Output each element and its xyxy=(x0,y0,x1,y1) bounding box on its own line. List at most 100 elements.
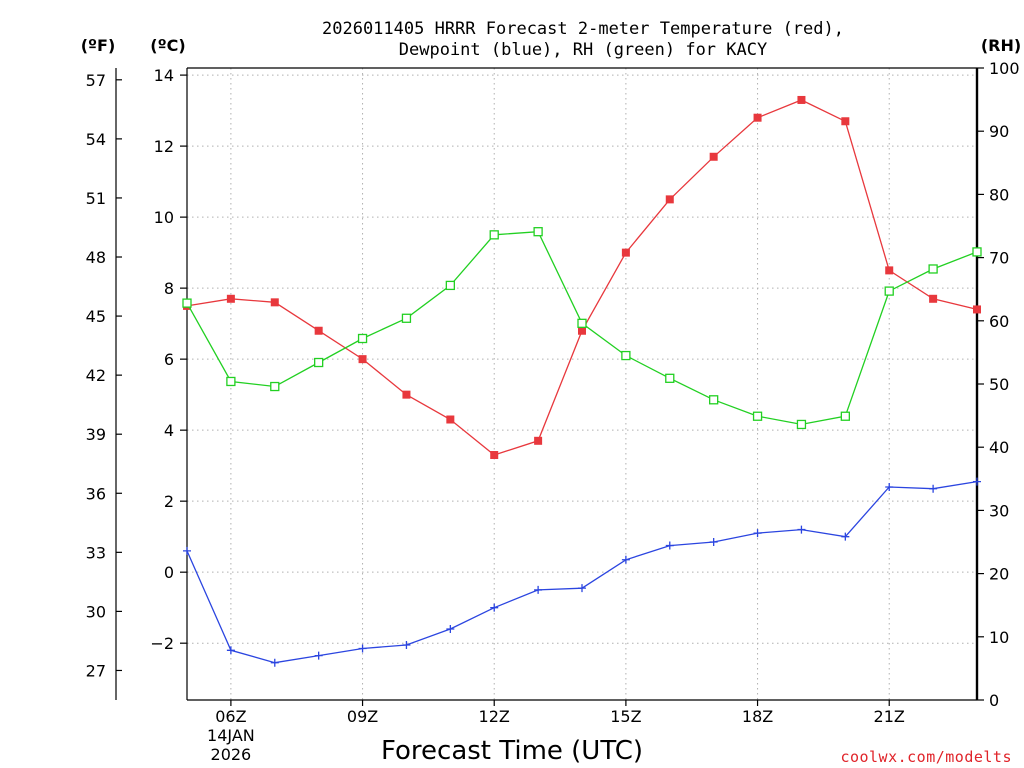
dewpoint-point xyxy=(314,651,323,660)
temperature-point xyxy=(929,294,938,303)
fahrenheit-tick-label: 36 xyxy=(86,484,106,503)
rh-point xyxy=(709,395,719,405)
rh-point xyxy=(796,419,807,430)
dewpoint-point xyxy=(578,584,586,593)
dewpoint-point xyxy=(446,624,455,633)
fahrenheit-tick-label: 54 xyxy=(86,130,106,149)
celsius-tick-label: 2 xyxy=(164,492,174,511)
x-tick-label: 18Z xyxy=(742,707,773,726)
chart-title-line-2: Dewpoint (blue), RH (green) for KACY xyxy=(399,40,767,60)
rh-point xyxy=(533,227,543,237)
temperature-point xyxy=(665,195,674,204)
dewpoint-point xyxy=(621,555,630,564)
fahrenheit-tick-label: 51 xyxy=(86,189,106,208)
source-credit: coolwx.com/modelts xyxy=(840,748,1012,766)
x-tick-year: 2026 xyxy=(211,745,252,764)
rh-point xyxy=(357,333,368,344)
temperature-point xyxy=(578,326,586,335)
celsius-tick-label: 14 xyxy=(154,66,174,85)
fahrenheit-tick-label: 42 xyxy=(86,366,106,385)
dewpoint-point xyxy=(929,484,938,493)
rh-point xyxy=(840,411,850,421)
rh-point xyxy=(577,318,587,328)
dewpoint-point xyxy=(183,546,191,555)
celsius-tick-label: 0 xyxy=(164,563,174,582)
x-tick-date: 14JAN xyxy=(207,726,255,745)
temperature-series-line xyxy=(186,99,978,456)
rh-tick-label: 90 xyxy=(989,122,1009,141)
temperature-point xyxy=(841,117,850,126)
dewpoint-point xyxy=(973,477,981,486)
celsius-tick-label: 8 xyxy=(164,279,174,298)
temperature-point xyxy=(797,95,806,104)
rh-point xyxy=(884,286,894,296)
temperature-point xyxy=(621,248,630,257)
dewpoint-point xyxy=(402,640,411,649)
dewpoint-point xyxy=(490,603,499,612)
data-series xyxy=(182,95,982,667)
dewpoint-point xyxy=(665,541,674,550)
celsius-unit-label: (ºC) xyxy=(150,36,185,55)
dewpoint-point xyxy=(885,482,894,491)
temperature-point xyxy=(709,152,718,161)
fahrenheit-tick-label: 30 xyxy=(86,602,106,621)
chart-title-line-1: 2026011405 HRRR Forecast 2-meter Tempera… xyxy=(322,19,844,39)
rh-point xyxy=(928,264,938,274)
dewpoint-point xyxy=(270,658,279,667)
axis-ticks: −2 0 2 4 6 8 10 12 14 27 30 33 36 39 42 45 48 51 54 57 0 10 20… xyxy=(86,59,1020,764)
fahrenheit-tick-label: 39 xyxy=(86,425,106,444)
fahrenheit-unit-label: (ºF) xyxy=(81,36,116,55)
x-tick-label: 09Z xyxy=(347,707,378,726)
fahrenheit-tick-label: 57 xyxy=(86,71,106,90)
dewpoint-point xyxy=(797,525,806,534)
x-tick-label: 15Z xyxy=(610,707,641,726)
temperature-point xyxy=(402,390,411,399)
dewpoint-point xyxy=(226,646,235,655)
dewpoint-point xyxy=(709,538,718,546)
rh-tick-label: 0 xyxy=(989,691,999,710)
dewpoint-point xyxy=(841,532,850,541)
axes-frame xyxy=(115,67,979,701)
temperature-point xyxy=(753,113,762,122)
rh-tick-label: 10 xyxy=(989,628,1009,647)
temperature-point xyxy=(490,451,499,460)
rh-unit-label: (RH) xyxy=(981,36,1021,55)
rh-tick-label: 50 xyxy=(989,375,1009,394)
rh-point xyxy=(489,230,499,240)
rh-tick-label: 60 xyxy=(989,312,1009,331)
rh-point xyxy=(314,357,324,368)
temperature-point xyxy=(270,298,279,307)
rh-tick-label: 40 xyxy=(989,438,1009,457)
temperature-point xyxy=(314,326,323,335)
rh-point xyxy=(445,280,455,291)
x-axis-label: Forecast Time (UTC) xyxy=(381,736,643,766)
rh-point xyxy=(182,298,192,308)
fahrenheit-tick-label: 33 xyxy=(86,543,106,562)
x-tick-label: 06Z xyxy=(215,707,246,726)
rh-tick-label: 100 xyxy=(989,59,1020,78)
celsius-tick-label: 6 xyxy=(164,350,174,369)
celsius-tick-label: −2 xyxy=(150,634,174,653)
rh-tick-label: 30 xyxy=(989,501,1009,520)
rh-tick-label: 70 xyxy=(989,249,1009,268)
rh-tick-label: 20 xyxy=(989,565,1009,584)
fahrenheit-tick-label: 45 xyxy=(86,307,106,326)
temperature-point xyxy=(226,294,235,303)
temperature-point xyxy=(885,266,894,275)
fahrenheit-tick-label: 48 xyxy=(86,248,106,267)
rh-point xyxy=(665,373,675,383)
x-tick-label: 21Z xyxy=(874,707,905,726)
rh-point xyxy=(270,381,280,392)
dewpoint-point xyxy=(358,644,367,653)
celsius-tick-label: 10 xyxy=(154,208,174,227)
fahrenheit-tick-label: 27 xyxy=(86,661,106,680)
temperature-point xyxy=(358,355,367,364)
dewpoint-point xyxy=(753,529,762,538)
rh-point xyxy=(401,313,412,323)
rh-point xyxy=(621,350,631,361)
temperature-point xyxy=(973,305,981,314)
temperature-point xyxy=(446,415,455,424)
rh-point xyxy=(226,376,236,387)
